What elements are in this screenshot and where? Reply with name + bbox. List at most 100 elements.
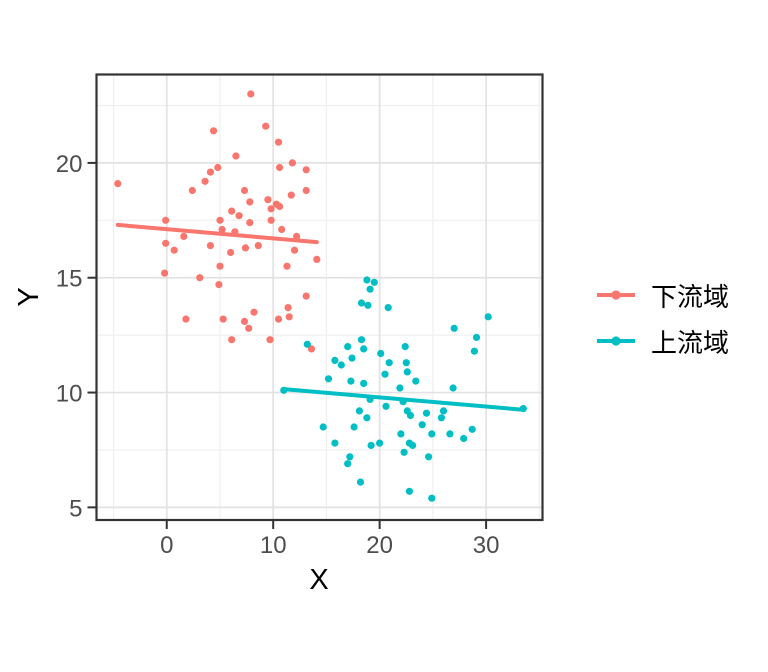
data-point-下流域 xyxy=(241,244,250,252)
data-point-上流域 xyxy=(470,347,478,355)
data-point-下流域 xyxy=(274,138,283,146)
trend-lines xyxy=(115,222,526,412)
data-point-下流域 xyxy=(219,315,227,323)
data-point-下流域 xyxy=(218,225,226,234)
legend: 下流域 上流域 xyxy=(594,274,729,362)
data-point-上流域 xyxy=(397,430,405,438)
panel-frame xyxy=(95,73,544,522)
data-point-上流域 xyxy=(396,384,404,392)
data-point-上流域 xyxy=(331,439,339,447)
data-point-上流域 xyxy=(449,384,457,392)
data-point-下流域 xyxy=(215,281,223,289)
data-point-上流域 xyxy=(384,304,392,312)
data-point-上流域 xyxy=(347,377,355,385)
data-point-上流域 xyxy=(418,421,426,429)
data-point-下流域 xyxy=(302,186,310,195)
x-tick-label: 10 xyxy=(260,532,287,559)
trend-line-下流域 xyxy=(115,222,319,245)
data-point-下流域 xyxy=(313,255,321,263)
data-point-下流域 xyxy=(240,317,249,325)
data-point-上流域 xyxy=(360,345,368,353)
data-point-上流域 xyxy=(428,430,436,438)
data-point-上流域 xyxy=(422,409,431,417)
data-point-上流域 xyxy=(403,368,411,376)
data-point-上流域 xyxy=(401,343,409,351)
data-point-上流域 xyxy=(472,333,481,341)
data-point-下流域 xyxy=(114,180,122,188)
y-tick-label: 5 xyxy=(69,495,82,522)
data-point-上流域 xyxy=(425,453,433,461)
data-point-下流域 xyxy=(307,345,316,353)
data-point-上流域 xyxy=(350,423,358,431)
data-point-下流域 xyxy=(287,191,295,199)
data-point-下流域 xyxy=(245,324,253,332)
data-point-下流域 xyxy=(285,313,293,321)
data-point-下流域 xyxy=(201,177,209,185)
data-point-上流域 xyxy=(360,379,368,387)
data-point-下流域 xyxy=(206,168,214,176)
data-point-下流域 xyxy=(284,304,292,312)
data-point-下流域 xyxy=(264,196,272,204)
data-point-下流域 xyxy=(196,274,204,282)
data-point-下流域 xyxy=(228,207,236,215)
data-point-上流域 xyxy=(450,324,458,332)
data-point-下流域 xyxy=(246,219,254,227)
data-point-下流域 xyxy=(290,246,299,254)
gridlines xyxy=(96,74,543,520)
data-point-下流域 xyxy=(250,308,258,316)
data-point-上流域 xyxy=(331,356,339,364)
data-point-下流域 xyxy=(288,159,296,167)
data-point-下流域 xyxy=(161,269,169,277)
data-point-下流域 xyxy=(240,186,249,195)
data-point-下流域 xyxy=(162,216,170,224)
data-point-上流域 xyxy=(446,430,454,438)
data-point-上流域 xyxy=(428,494,436,502)
panel-border xyxy=(95,73,544,522)
y-tick-label: 10 xyxy=(56,381,83,408)
data-point-上流域 xyxy=(437,414,445,422)
data-point-下流域 xyxy=(170,246,178,254)
data-point-下流域 xyxy=(216,262,224,270)
data-point-上流域 xyxy=(381,370,389,378)
y-tick-label: 15 xyxy=(56,266,83,293)
data-point-上流域 xyxy=(484,313,492,321)
data-point-上流域 xyxy=(400,448,408,456)
data-point-下流域 xyxy=(180,232,188,240)
legend-key-upstream xyxy=(597,336,635,346)
data-point-上流域 xyxy=(344,460,352,468)
data-point-上流域 xyxy=(356,478,365,486)
data-point-上流域 xyxy=(366,285,374,293)
data-point-上流域 xyxy=(324,375,333,383)
data-point-下流域 xyxy=(276,163,284,172)
data-points xyxy=(114,90,527,502)
data-point-上流域 xyxy=(337,361,345,369)
data-point-上流域 xyxy=(406,411,415,420)
data-point-上流域 xyxy=(409,441,417,449)
data-point-下流域 xyxy=(210,127,218,135)
data-point-上流域 xyxy=(363,276,371,284)
data-point-下流域 xyxy=(293,232,301,240)
legend-key-dot-icon xyxy=(611,336,621,346)
data-point-下流域 xyxy=(228,336,236,344)
data-point-下流域 xyxy=(247,90,255,98)
data-point-上流域 xyxy=(348,354,356,362)
legend-item-upstream: 上流域 xyxy=(594,320,729,362)
data-point-上流域 xyxy=(439,407,448,415)
data-point-上流域 xyxy=(344,343,352,351)
data-point-上流域 xyxy=(377,349,385,358)
data-point-下流域 xyxy=(182,315,190,323)
data-point-上流域 xyxy=(319,423,327,431)
data-point-下流域 xyxy=(216,216,224,224)
data-point-下流域 xyxy=(278,225,286,234)
y-tick-label: 20 xyxy=(56,151,83,178)
data-point-下流域 xyxy=(262,122,270,130)
data-point-下流域 xyxy=(302,292,310,300)
data-point-上流域 xyxy=(412,377,420,385)
data-point-下流域 xyxy=(227,248,235,257)
data-point-下流域 xyxy=(302,166,310,174)
legend-label-downstream: 下流域 xyxy=(651,281,730,312)
data-point-上流域 xyxy=(405,487,413,495)
panel-background xyxy=(96,74,543,520)
